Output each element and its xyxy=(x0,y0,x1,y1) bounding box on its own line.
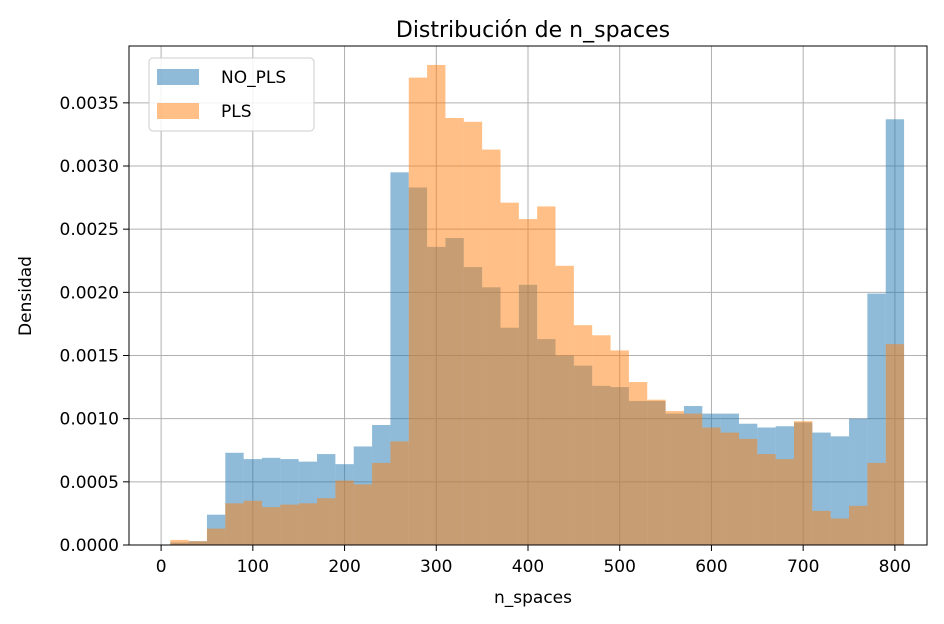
bar-pls xyxy=(794,421,813,545)
y-tick-label: 0.0000 xyxy=(60,536,119,556)
bar-pls xyxy=(427,64,446,545)
bar-pls xyxy=(610,350,629,545)
bar-pls xyxy=(445,118,464,545)
bar-pls xyxy=(885,344,905,545)
bar-pls xyxy=(335,480,354,545)
bar-pls xyxy=(775,459,794,545)
bar-pls xyxy=(206,528,226,545)
bar-pls xyxy=(849,505,868,545)
x-tick-label: 500 xyxy=(603,557,635,577)
bar-pls xyxy=(812,510,831,545)
x-axis-label: n_spaces xyxy=(494,588,572,608)
bar-pls xyxy=(665,411,684,545)
legend-swatch-no-pls xyxy=(157,69,199,85)
legend-swatch-pls xyxy=(157,103,199,119)
bar-pls xyxy=(188,541,207,545)
bar-pls xyxy=(720,432,739,545)
bar-pls xyxy=(482,149,501,545)
x-tick-label: 0 xyxy=(156,557,167,577)
bar-pls xyxy=(280,504,299,545)
bar-pls xyxy=(830,518,850,545)
bar-pls xyxy=(298,503,318,545)
bar-pls xyxy=(170,539,189,545)
x-tick-label: 600 xyxy=(695,557,727,577)
bar-pls xyxy=(317,498,336,545)
y-axis-ticks: 0.0000 0.0005 0.0010 0.0015 0.0020 0.0025 0.00… xyxy=(60,94,129,556)
bar-pls xyxy=(555,265,574,545)
bar-pls xyxy=(353,484,373,545)
bar-pls xyxy=(463,121,483,545)
bar-pls xyxy=(390,441,409,545)
x-tick-label: 800 xyxy=(879,557,911,577)
legend-label-no-pls: NO_PLS xyxy=(221,68,286,88)
x-tick-label: 200 xyxy=(328,557,360,577)
y-tick-label: 0.0015 xyxy=(60,347,119,367)
bar-pls xyxy=(702,427,721,545)
y-tick-label: 0.0020 xyxy=(60,283,119,303)
bar-pls xyxy=(408,77,428,545)
bar-pls xyxy=(683,413,703,545)
bar-pls xyxy=(262,507,281,545)
y-tick-label: 0.0010 xyxy=(60,410,119,430)
y-tick-label: 0.0035 xyxy=(60,94,119,114)
bar-pls xyxy=(573,325,593,545)
legend: NO_PLS PLS xyxy=(148,57,315,132)
bar-pls xyxy=(537,206,556,545)
y-tick-label: 0.0025 xyxy=(60,220,119,240)
x-axis-ticks: 0 100 200 300 400 500 600 700 800 xyxy=(156,545,911,577)
bar-no-pls xyxy=(830,436,850,545)
x-tick-label: 400 xyxy=(512,557,544,577)
bar-pls xyxy=(647,399,666,545)
bar-pls xyxy=(592,335,611,545)
x-tick-label: 100 xyxy=(237,557,269,577)
bar-pls xyxy=(372,462,391,545)
y-axis-label: Densidad xyxy=(16,256,36,336)
y-tick-label: 0.0005 xyxy=(60,473,119,493)
x-tick-label: 300 xyxy=(420,557,452,577)
bar-pls xyxy=(500,202,519,545)
bar-pls xyxy=(628,382,648,545)
series-pls-bars xyxy=(170,64,905,545)
bar-pls xyxy=(867,462,886,545)
bar-pls xyxy=(243,500,262,545)
bar-pls xyxy=(225,503,244,545)
legend-label-pls: PLS xyxy=(221,102,252,122)
bar-pls xyxy=(757,454,776,545)
bar-pls xyxy=(518,219,538,545)
bar-pls xyxy=(738,438,758,545)
chart-title: Distribución de n_spaces xyxy=(396,18,670,43)
y-tick-label: 0.0030 xyxy=(60,157,119,177)
x-tick-label: 700 xyxy=(787,557,819,577)
